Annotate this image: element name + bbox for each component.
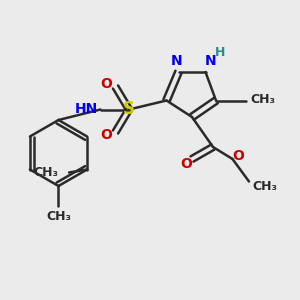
Text: HN: HN [74,102,98,116]
Text: O: O [100,77,112,91]
Text: CH₃: CH₃ [250,93,275,106]
Text: O: O [100,128,112,142]
Text: H: H [215,46,225,59]
Text: O: O [232,149,244,163]
Text: CH₃: CH₃ [46,209,71,223]
Text: S: S [123,100,135,118]
Text: CH₃: CH₃ [252,179,277,193]
Text: N: N [171,54,183,68]
Text: CH₃: CH₃ [34,166,58,179]
Text: O: O [181,158,193,171]
Text: N: N [205,54,217,68]
